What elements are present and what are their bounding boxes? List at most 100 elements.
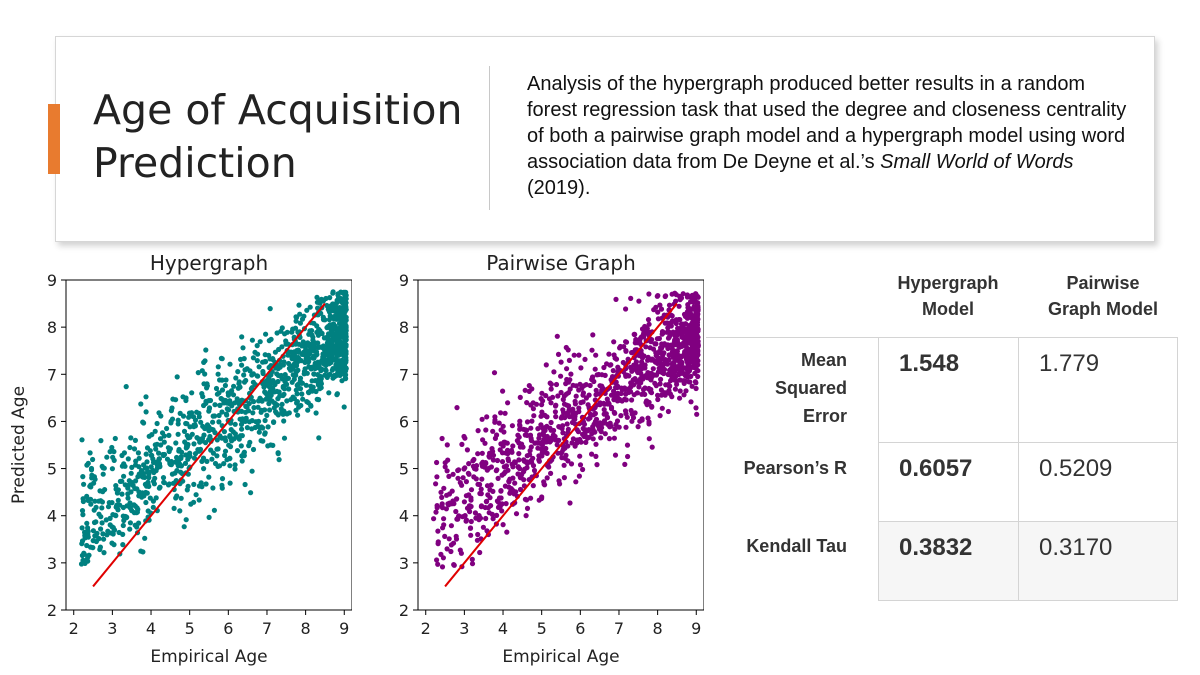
pairwise-point: [490, 457, 496, 463]
pairwise-point: [592, 429, 598, 435]
hypergraph-point: [341, 350, 347, 356]
pairwise-point: [523, 513, 529, 519]
hypergraph-xlabel: Empirical Age: [150, 647, 267, 667]
pairwise-point: [564, 421, 570, 427]
hypergraph-point: [263, 331, 269, 337]
pairwise-point: [443, 506, 449, 512]
hypergraph-point: [134, 505, 140, 511]
hypergraph-point: [212, 402, 218, 408]
hypergraph-point: [128, 470, 134, 476]
pairwise-point: [650, 366, 656, 372]
pairwise-point: [635, 424, 641, 430]
pairwise-point: [622, 396, 628, 402]
hypergraph-point: [142, 535, 148, 541]
pairwise-point: [590, 436, 596, 442]
hypergraph-point: [219, 485, 225, 491]
pairwise-point: [580, 466, 586, 473]
hypergraph-point: [100, 531, 106, 537]
pairwise-point: [590, 332, 596, 338]
hypergraph-point: [214, 453, 220, 459]
pairwise-point: [446, 491, 453, 497]
hypergraph-point: [166, 432, 172, 438]
hypergraph-point: [82, 560, 88, 566]
hypergraph-point: [79, 437, 85, 443]
pairwise-point: [539, 409, 545, 415]
pairwise-point: [555, 351, 562, 357]
hypergraph-point: [261, 384, 267, 390]
pairwise-point: [446, 536, 452, 542]
hypergraph-point: [88, 501, 94, 507]
hypergraph-point: [214, 446, 220, 452]
pairwise-point: [505, 456, 511, 462]
pairwise-point: [466, 461, 472, 467]
pairwise-point: [593, 453, 599, 459]
pairwise-point: [625, 453, 631, 460]
hypergraph-point: [331, 321, 337, 327]
pairwise-point: [676, 371, 682, 377]
hypergraph-point: [173, 397, 179, 403]
pairwise-point: [593, 387, 599, 393]
hypergraph-point: [93, 533, 99, 539]
hypergraph-point: [132, 437, 138, 443]
hypergraph-point: [160, 475, 167, 481]
pairwise-point: [475, 451, 481, 457]
hypergraph-point: [242, 481, 248, 488]
pairwise-xtick-label: 4: [498, 619, 508, 638]
hypergraph-point: [150, 504, 156, 510]
hypergraph-point: [222, 452, 228, 458]
hypergraph-point: [201, 466, 207, 472]
hypergraph-point: [299, 391, 305, 397]
pairwise-point: [547, 425, 553, 431]
cell-mse-pairwise: 1.779: [1018, 337, 1178, 443]
pairwise-point: [677, 317, 683, 323]
hypergraph-fit-line: [92, 302, 326, 588]
hypergraph-point: [341, 404, 347, 410]
hypergraph-point: [171, 505, 177, 511]
pairwise-point: [601, 407, 607, 413]
pairwise-point: [512, 480, 518, 486]
pairwise-point: [556, 478, 562, 484]
hypergraph-point: [146, 433, 152, 439]
hypergraph-point: [112, 435, 118, 442]
hypergraph-point: [333, 362, 339, 368]
pairwise-point: [522, 432, 528, 438]
hypergraph-point: [321, 335, 327, 341]
hypergraph-point: [247, 439, 253, 445]
hypergraph-point: [198, 419, 204, 425]
hypergraph-point: [185, 435, 191, 441]
pairwise-point: [558, 450, 564, 456]
pairwise-point: [612, 426, 618, 432]
hypergraph-point: [266, 374, 272, 380]
pairwise-point: [639, 417, 645, 423]
pairwise-point: [652, 359, 658, 365]
pairwise-point: [461, 433, 467, 440]
hypergraph-point: [331, 372, 337, 379]
hypergraph-point: [324, 325, 330, 331]
hypergraph-point: [294, 399, 300, 405]
pairwise-xtick-label: 5: [537, 619, 547, 638]
pairwise-point: [492, 435, 498, 441]
row-label-pearson-text: Pearson’s R: [743, 458, 847, 478]
pairwise-point: [680, 343, 686, 349]
pairwise-point: [480, 524, 486, 530]
pairwise-point: [570, 382, 576, 388]
pairwise-point: [662, 392, 668, 398]
pairwise-point: [495, 499, 501, 505]
hypergraph-point: [309, 378, 315, 384]
pairwise-point: [530, 483, 536, 489]
pairwise-point: [623, 339, 630, 345]
hypergraph-point: [130, 482, 136, 488]
pairwise-point: [554, 333, 560, 339]
hypergraph-point: [161, 439, 167, 445]
pairwise-point: [490, 516, 496, 522]
hypergraph-point: [249, 372, 255, 378]
pairwise-point: [484, 498, 490, 504]
pairwise-point: [666, 334, 672, 340]
hypergraph-point: [87, 483, 93, 489]
hypergraph-ylabel: Predicted Age: [9, 386, 29, 504]
hypergraph-point: [302, 366, 308, 372]
pairwise-point: [626, 389, 632, 395]
pairwise-point: [517, 444, 523, 450]
pairwise-point: [486, 465, 492, 471]
pairwise-point: [439, 501, 445, 507]
